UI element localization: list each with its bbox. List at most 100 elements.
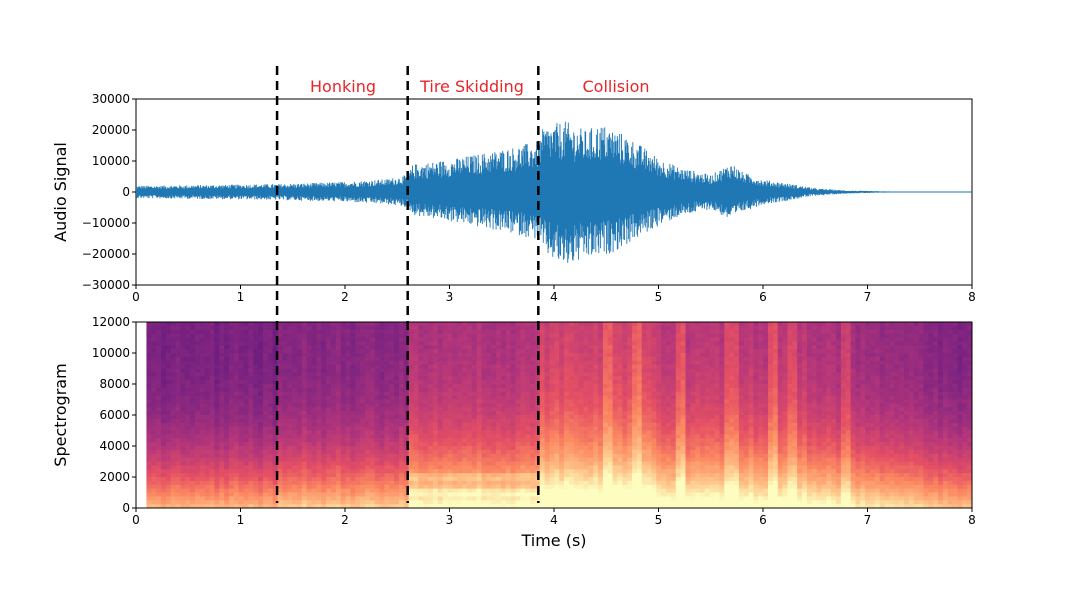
spectrogram-cell [530, 457, 536, 463]
spectrogram-cell [229, 333, 235, 339]
spectrogram-cell [578, 480, 585, 486]
spectrogram-cell [525, 422, 531, 428]
spectrogram-cell [311, 372, 318, 377]
spectrogram-cell [525, 449, 531, 455]
spectrogram-cell [379, 376, 386, 381]
spectrogram-cell [185, 480, 191, 486]
spectrogram-cell [612, 387, 619, 393]
spectrogram-cell [340, 364, 347, 370]
spectrogram-cell [447, 364, 453, 370]
spectrogram-cell [442, 449, 449, 455]
spectrogram-cell [505, 360, 512, 366]
spectrogram-cell [263, 337, 269, 342]
spectrogram-cell [593, 434, 599, 439]
spectrogram-cell [195, 480, 201, 486]
spectrogram-cell [161, 349, 167, 354]
spectrogram-cell [326, 380, 332, 385]
spectrogram-cell [428, 488, 434, 494]
spectrogram-cell [146, 422, 152, 428]
spectrogram-cell [462, 469, 468, 474]
spectrogram-cell [452, 453, 458, 459]
spectrogram-cell [457, 496, 463, 501]
spectrogram-cell [539, 391, 546, 397]
spectrogram-cell [180, 477, 186, 482]
spectrogram-cell [617, 446, 623, 451]
spectrogram-cell [238, 415, 245, 420]
spectrogram-cell [369, 496, 376, 501]
spectrogram-cell [199, 353, 206, 358]
spectrogram-cell [423, 337, 429, 342]
spectrogram-cell [350, 484, 356, 490]
spectrogram-cell [428, 364, 434, 370]
spectrogram-cell [253, 418, 259, 424]
spectrogram-cell [457, 325, 463, 331]
spectrogram-cell [481, 415, 487, 420]
spectrogram-cell [408, 403, 415, 408]
spectrogram-cell [578, 469, 585, 474]
spectrogram-cell [510, 329, 517, 335]
spectrogram-cell [248, 353, 254, 358]
spectrogram-cell [476, 418, 483, 424]
spectrogram-cell [214, 399, 220, 404]
spectrogram-cell [248, 322, 254, 327]
spectrogram-cell [505, 325, 512, 331]
spectrogram-cell [423, 473, 429, 478]
spectrogram-cell [350, 356, 356, 362]
spectrogram-cell [588, 399, 594, 404]
spectrogram-cell [525, 484, 531, 490]
spectrogram-cell [248, 345, 254, 350]
spectrogram-cell [296, 504, 303, 508]
spectrogram-cell [588, 391, 594, 397]
spectrogram-cell [457, 391, 463, 397]
spectrogram-cell [622, 446, 628, 451]
spectrogram-cell [272, 446, 279, 451]
spectrogram-cell [374, 399, 381, 404]
spectrogram-cell [248, 488, 254, 494]
spectrogram-cell [486, 430, 492, 435]
spectrogram-cell [408, 426, 415, 432]
spectrogram-cell [224, 337, 230, 342]
spectrogram-cell [520, 422, 526, 428]
spectrogram-cell [219, 360, 225, 366]
spectrogram-cell [209, 480, 216, 486]
spectrogram-cell [471, 418, 478, 424]
spectrogram-cell [564, 477, 570, 482]
spectrogram-cell [559, 345, 565, 350]
spectrogram-cell [544, 376, 551, 381]
spectrogram-cell [496, 415, 502, 420]
spectrogram-cell [350, 446, 356, 451]
spectrogram-cell [641, 333, 648, 339]
spectrogram-cell [161, 461, 167, 466]
spectrogram-cell [525, 349, 531, 354]
spectrogram-cell [437, 430, 444, 435]
spectrogram-cell [588, 473, 594, 478]
spectrogram-cell [442, 345, 449, 350]
spectrogram-cell [199, 469, 206, 474]
spectrogram-cell [180, 418, 186, 424]
spectrogram-cell [510, 477, 517, 482]
spectrogram-cell [233, 430, 240, 435]
spectrogram-cell [432, 411, 439, 416]
spectrogram-cell [296, 492, 303, 497]
spectrogram-cell [345, 492, 352, 497]
spectrogram-cell [277, 457, 284, 463]
spectrogram-cell [520, 372, 526, 377]
spectrogram-cell [622, 356, 628, 362]
spectrogram-cell [233, 380, 240, 385]
spectrogram-cell [457, 399, 463, 404]
spectrogram-cell [491, 434, 497, 439]
spectrogram-cell [491, 322, 497, 327]
spectrogram-cell [369, 411, 376, 416]
spectrogram-cell [301, 418, 308, 424]
spectrogram-cell [224, 345, 230, 350]
spectrogram-cell [263, 461, 269, 466]
spectrogram-cell [437, 399, 444, 404]
spectrogram-cell [598, 418, 604, 424]
spectrogram-cell [496, 500, 502, 505]
spectrogram-cell [165, 500, 172, 505]
spectrogram-cell [568, 322, 575, 327]
spectrogram-cell [389, 484, 395, 490]
spectrogram-cell [219, 380, 225, 385]
spectrogram-cell [515, 473, 521, 478]
spectrogram-cell [214, 376, 220, 381]
